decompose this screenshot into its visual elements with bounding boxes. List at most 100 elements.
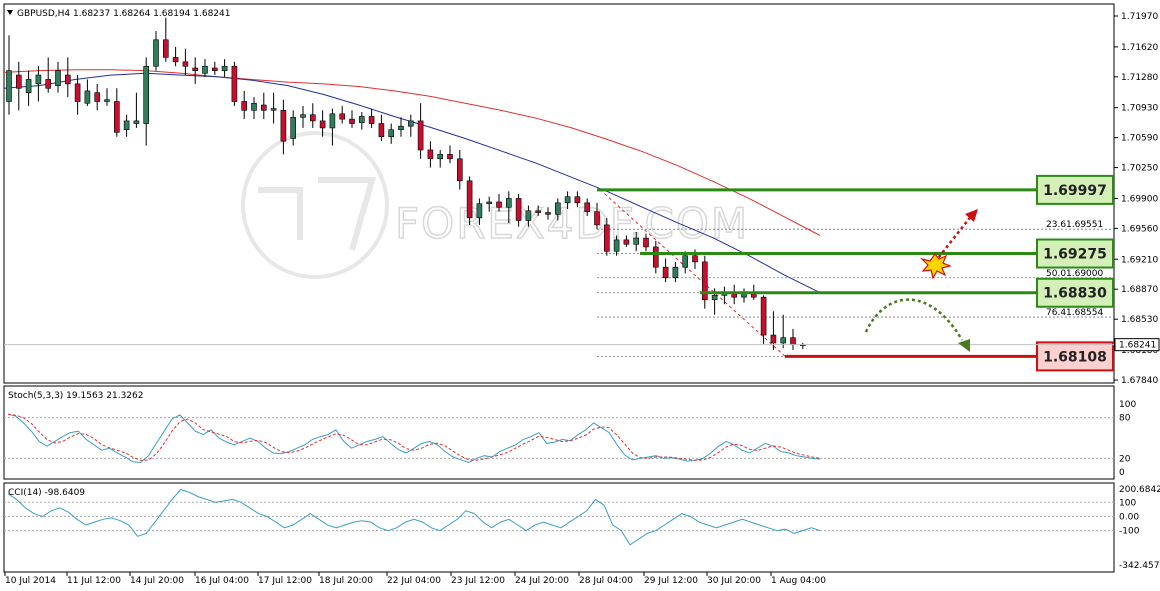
candle-body [407,120,414,127]
fibo-pct: 50.0 [1046,269,1066,279]
x-tick-label: 24 Jul 20:00 [515,576,569,586]
watermark-text: FOREX4DF.COM [395,199,749,248]
candle-body [290,117,297,139]
candle-body [104,99,110,102]
level-label: 1.69275 [1043,247,1107,263]
candle-body [545,212,551,215]
x-tick-label: 11 Jul 12:00 [67,576,121,586]
candle-body [682,255,689,268]
stoch-tick-label: 20 [1119,454,1131,464]
explosion-icon [920,253,952,280]
y-tick-label: 1.68530 [1121,315,1158,325]
watermark-logo [241,131,389,279]
candle-body [613,239,620,252]
stoch-main-line [7,413,821,464]
candle-body [505,198,512,208]
candle-body [692,255,698,263]
candle-body [231,65,238,102]
cci-tick-label: 200.6842 [1119,485,1160,495]
level-box [1036,174,1114,205]
candle-body [358,116,365,123]
candle-body [623,239,630,245]
candle-body [417,120,424,151]
candle-body [368,116,375,124]
candle-body [309,114,316,122]
dropdown-triangle-icon[interactable] [7,10,13,15]
candle-body [574,196,581,204]
fibo-pct: 23.6 [1046,220,1066,230]
fibo-value: 1.69551 [1066,220,1103,230]
current-price-box [1114,338,1160,352]
x-tick-label: 28 Jul 04:00 [579,576,633,586]
x-tick-label: 18 Jul 20:00 [319,576,373,586]
candle-body [456,158,463,182]
candle-body [554,202,561,215]
stoch-header: Stoch(5,3,3) 19.1563 21.3262 [8,391,143,401]
candle-body [94,92,100,102]
level-box [1036,341,1114,372]
candle-body [378,123,385,138]
fibo-value: 1.68554 [1066,308,1103,318]
x-tick-label: 1 Aug 04:00 [771,576,826,586]
candle-body [114,101,120,133]
candle-body [221,65,228,71]
candle-body [319,120,326,129]
candle-body [701,261,708,301]
y-tick-label: 1.69210 [1121,255,1158,265]
candle-body [182,61,189,67]
level-box [1036,238,1114,269]
cci-tick-label: 100 [1119,498,1136,508]
candle-body [143,65,149,124]
x-tick-label: 14 Jul 20:00 [130,576,184,586]
candle-body [603,224,610,252]
x-tick-label: 22 Jul 04:00 [387,576,441,586]
candle-body [339,113,346,120]
y-tick-label: 1.71970 [1121,12,1158,22]
y-tick-label: 1.67840 [1121,376,1158,386]
candle-body [45,79,52,89]
stoch-tick-label: 0 [1119,468,1125,478]
symbol-header: GBPUSD,H4 1.68237 1.68264 1.68194 1.6824… [17,9,230,19]
candle-body [270,108,277,111]
level-label: 1.68830 [1043,286,1107,302]
stoch-tick-label: 80 [1119,414,1131,424]
candle-body [55,70,61,86]
candle-body [486,201,493,205]
candle-body [535,210,542,213]
candle-body [172,57,179,63]
x-tick-label: 29 Jul 12:00 [644,576,698,586]
cci-line [7,488,821,546]
candle-body [84,90,91,104]
candle-body [388,129,395,138]
current-price-label: 1.68241 [1119,341,1156,351]
fibo-pct: 76.4 [1046,308,1066,318]
candle-body [525,210,532,221]
candle-body [760,296,767,336]
x-tick-label: 30 Jul 20:00 [707,576,761,586]
downward-projection-arrow [864,298,970,352]
candle-body [790,337,796,346]
cci-tick-label: -100 [1119,527,1140,537]
candle-body [564,196,571,204]
candle-body [437,154,444,160]
stoch-signal-line [7,413,821,461]
stoch-panel [3,385,1115,480]
candle-body [251,102,257,111]
stoch-tick-label: 100 [1119,400,1136,410]
candle-body [447,154,453,160]
candle-body [212,67,218,71]
candle-body [163,39,169,58]
candle-body [398,125,404,130]
candle-body [672,266,679,279]
candle-body [300,114,306,118]
candle-body [123,120,130,130]
y-tick-label: 1.69560 [1121,224,1158,234]
candle-body [6,70,12,102]
candle-body [643,237,649,248]
candle-body [662,266,669,279]
candle-body [15,74,22,89]
candle-body [329,113,336,129]
candle-body [280,110,287,142]
candle-body [584,202,591,212]
